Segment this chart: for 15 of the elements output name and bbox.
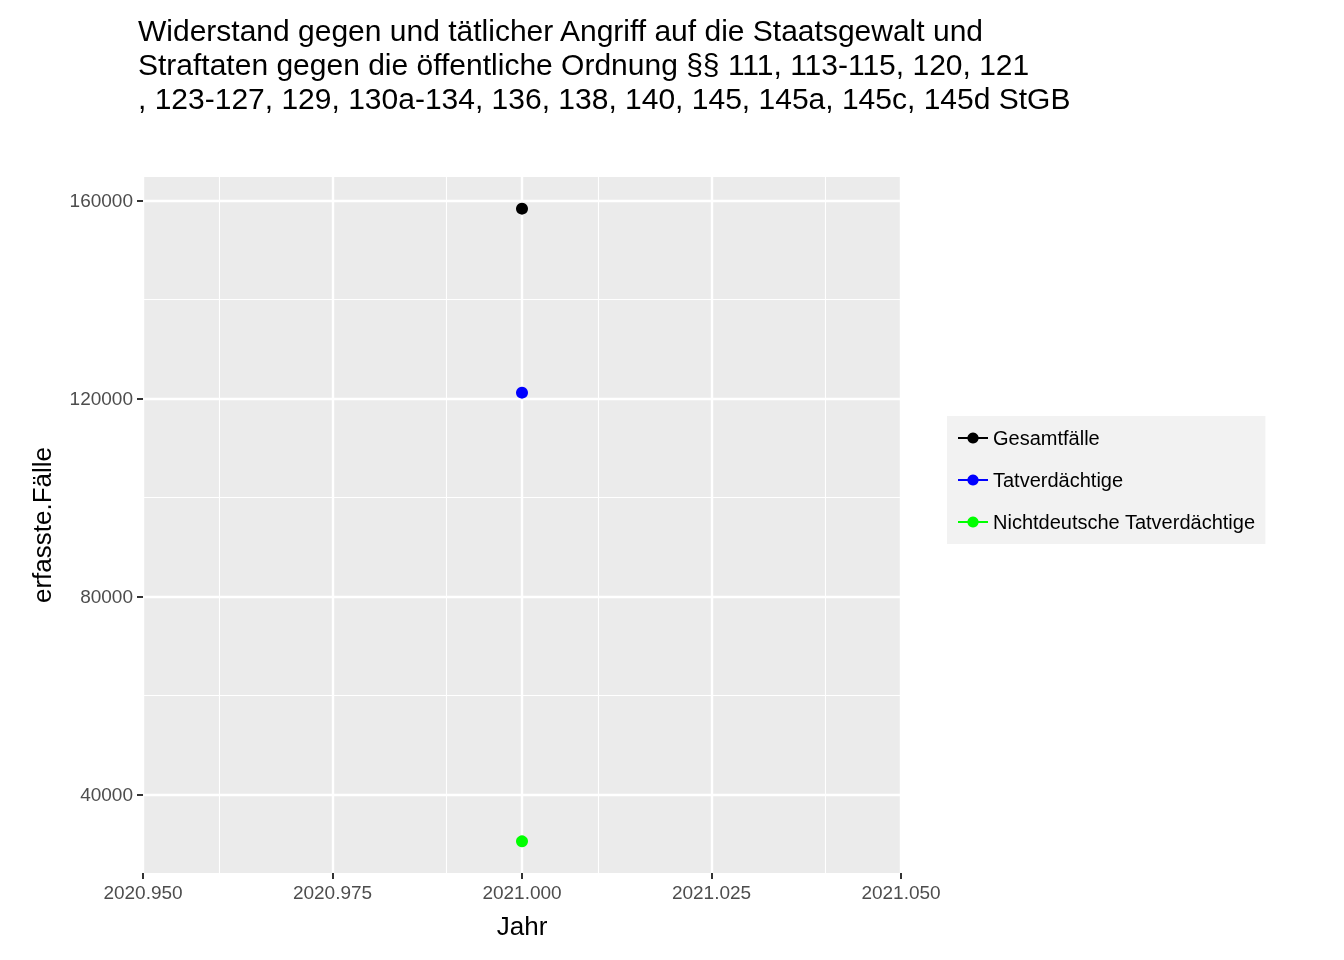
- y-tick-label: 160000: [69, 190, 133, 212]
- x-tick-label: 2021.025: [671, 882, 752, 903]
- y-axis-title: erfasste.Fälle: [27, 446, 57, 604]
- x-tick-label: 2021.000: [482, 882, 562, 903]
- legend-label: Nichtdeutsche Tatverdächtige: [993, 511, 1256, 533]
- x-tick-label: 2021.050: [861, 882, 941, 903]
- legend-label: Gesamtfälle: [993, 427, 1100, 449]
- y-tick-label: 80000: [80, 585, 133, 607]
- legend-label: Tatverdächtige: [993, 469, 1124, 491]
- x-axis-title: Jahr: [496, 911, 548, 941]
- x-tick-label: 2020.950: [103, 882, 183, 903]
- chart-title: Widerstand gegen und tätlicher Angriff auf die Staatsgewalt und Straftaten gegen die öffentliche Ordnung §§ 111, 113-115, 120, 121, 123-127, 129, 130a-134, 136, 138, 140, 145, 145a, 145c, 145d StGB: [138, 13, 1071, 115]
- y-tick-label: 40000: [80, 783, 133, 805]
- y-tick-label: 120000: [69, 388, 133, 410]
- x-tick-label: 2020.975: [292, 882, 373, 903]
